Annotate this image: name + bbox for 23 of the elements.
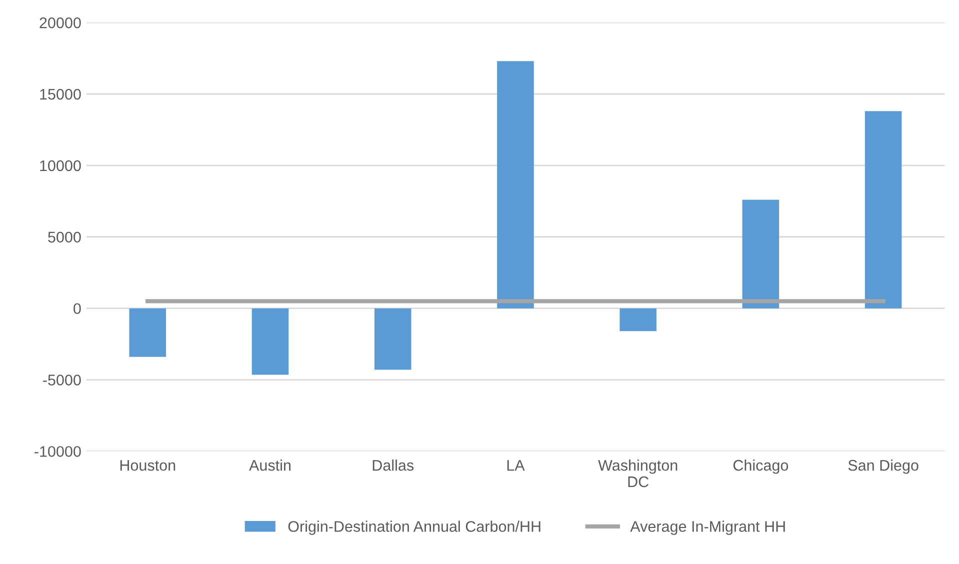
y-tick-label: 15000 <box>40 88 81 100</box>
bar <box>252 308 289 375</box>
y-tick-label: 0 <box>74 303 81 314</box>
x-tick-label: Austin <box>249 460 290 471</box>
x-tick-label: Chicago <box>733 460 788 474</box>
y-tick-label: 5000 <box>48 232 81 243</box>
x-tick-label: Washington DC <box>598 460 678 488</box>
y-tick-label: 10000 <box>40 160 81 172</box>
x-tick-label: LA <box>507 460 525 471</box>
x-tick-label: Houston <box>120 460 176 471</box>
y-tick-label: 20000 <box>40 17 81 28</box>
bar <box>374 308 412 370</box>
bar <box>129 308 166 357</box>
legend-label: Origin-Destination Annual Carbon/HH <box>288 520 540 535</box>
legend-label: Average In-Migrant HH <box>630 520 785 535</box>
y-tick-label: -10000 <box>34 446 81 457</box>
bar <box>620 308 656 332</box>
bar <box>742 200 780 308</box>
bar <box>497 61 534 308</box>
x-tick-label: San Diego <box>848 460 918 474</box>
x-tick-label: Dallas <box>372 460 414 471</box>
y-tick-label: -5000 <box>43 374 81 386</box>
bar <box>864 111 902 308</box>
